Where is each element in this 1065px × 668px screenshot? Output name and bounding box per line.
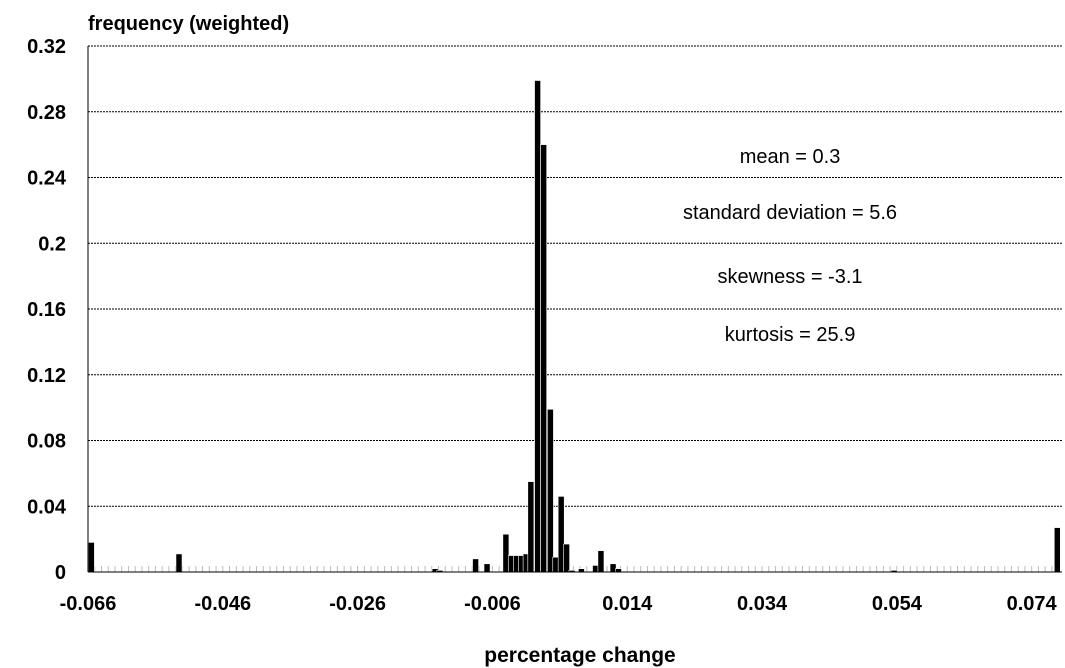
x-tick-label: -0.006 — [464, 593, 521, 615]
y-tick-label: 0.24 — [27, 168, 67, 190]
x-tick-label: -0.026 — [329, 593, 386, 615]
y-tick-label: 0.08 — [27, 431, 66, 453]
histogram-bar — [472, 558, 479, 573]
x-tick-label: 0.074 — [1007, 593, 1058, 615]
x-tick-label: 0.014 — [602, 593, 653, 615]
y-axis-label: frequency (weighted) — [88, 13, 289, 35]
histogram-bar — [597, 550, 605, 573]
annotation-standard-deviation: standard deviation = 5.6 — [683, 202, 897, 224]
x-tick-label: 0.054 — [872, 593, 923, 615]
annotation-kurtosis: kurtosis = 25.9 — [725, 324, 856, 346]
histogram-bar — [483, 563, 491, 573]
histogram-bar — [88, 542, 95, 573]
annotation-skewness: skewness = -3.1 — [717, 266, 862, 288]
tick-labels: 0 0.04 0.08 0.12 0.16 0.2 0.24 0.28 0.32 -0.066 -0… — [27, 36, 1057, 615]
y-tick-label: 0.16 — [27, 299, 66, 321]
y-tick-label: 0.12 — [27, 365, 66, 387]
y-tick-label: 0.28 — [27, 102, 66, 124]
x-tick-label: -0.066 — [60, 593, 117, 615]
y-tick-label: 0.04 — [27, 496, 67, 518]
y-tick-label: 0 — [55, 562, 66, 584]
grid-lines — [87, 45, 1062, 572]
x-axis-label: percentage change — [484, 644, 675, 667]
histogram-bar — [1053, 527, 1061, 573]
histogram-bar — [175, 553, 183, 573]
histogram-bar — [540, 144, 547, 573]
histogram-bar — [527, 481, 535, 573]
y-tick-label: 0.32 — [27, 36, 66, 58]
histogram-bar — [563, 543, 570, 573]
histogram-bar — [547, 408, 554, 573]
axes — [87, 46, 1062, 573]
annotation-mean: mean = 0.3 — [740, 146, 841, 168]
x-tick-label: -0.046 — [194, 593, 251, 615]
y-tick-label: 0.2 — [38, 233, 66, 255]
x-tick-label: 0.034 — [737, 593, 788, 615]
histogram-bar — [534, 80, 541, 573]
